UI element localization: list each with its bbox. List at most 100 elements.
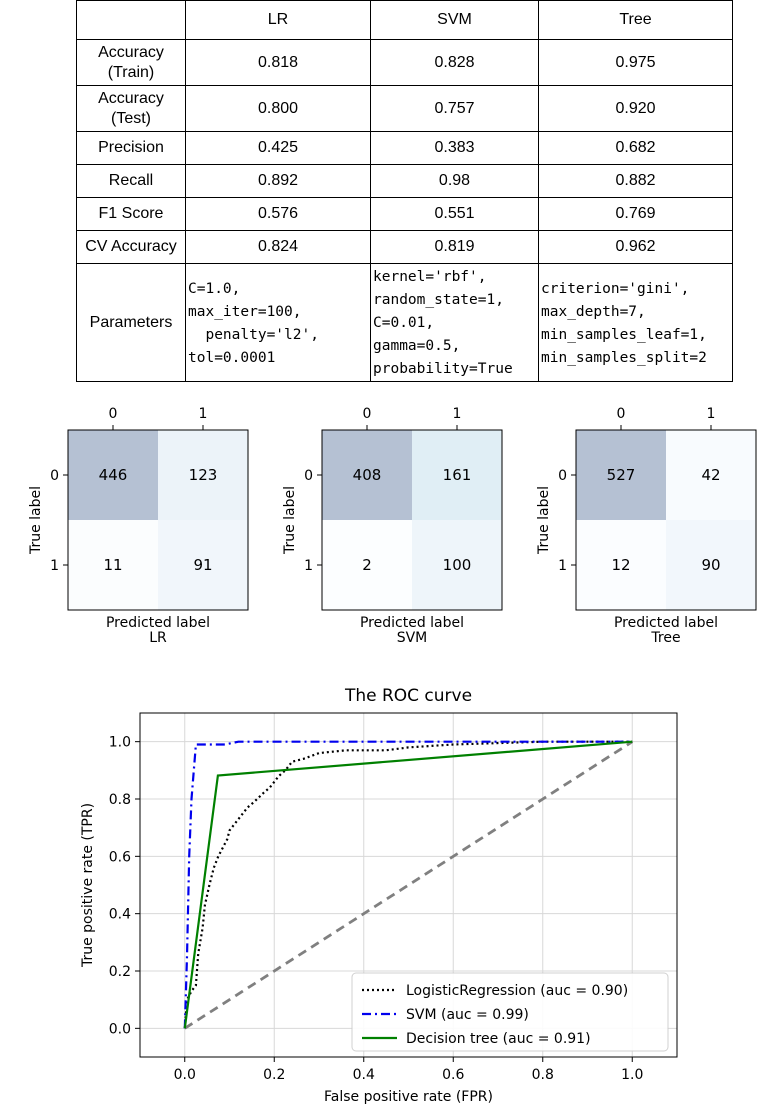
row-label: Precision: [76, 131, 186, 165]
legend-label: SVM (auc = 0.99): [406, 1007, 529, 1023]
matrix-cell: [68, 520, 158, 610]
cell-value-label: 90: [701, 556, 720, 574]
cell-value-label: 91: [193, 556, 212, 574]
roc-series-line: [183, 740, 633, 1029]
table-cell: 0.383: [370, 131, 539, 165]
column-header-tree: Tree: [538, 0, 733, 40]
table-cell: 0.98: [370, 164, 539, 198]
x-tick-label: 0.8: [532, 1067, 554, 1083]
y-tick-label: 1: [304, 558, 313, 574]
cell-value-label: 408: [353, 466, 382, 484]
roc-series-line: [183, 740, 633, 1029]
chance-reference-line: [184, 740, 634, 1030]
legend-box: [351, 972, 669, 1052]
table-cell: 0.892: [185, 164, 371, 198]
table-cell: 0.962: [538, 230, 733, 264]
row-label: Recall: [76, 164, 186, 198]
table-header-row: LR SVM Tree: [76, 0, 733, 40]
roc-series-line: [183, 740, 633, 1029]
table-cell: 0.828: [370, 39, 539, 86]
x-tick-label: 0: [363, 406, 372, 422]
y-axis-label: True label: [282, 486, 298, 555]
x-tick-label: 1: [453, 406, 462, 422]
table-row: Accuracy (Train) 0.818 0.828 0.975: [76, 39, 733, 86]
y-tick-label: 1: [50, 558, 59, 574]
matrix-title: SVM: [397, 630, 428, 646]
legend-label: LogisticRegression (auc = 0.90): [406, 983, 628, 999]
y-tick-label: 1: [558, 558, 567, 574]
matrix-title: Tree: [650, 630, 680, 646]
table-corner-cell: [76, 0, 186, 40]
chart-title: The ROC curve: [344, 686, 472, 706]
column-header-lr: LR: [185, 0, 371, 40]
matrix-title: LR: [149, 630, 167, 646]
cell-value-label: 11: [103, 556, 122, 574]
table-cell: 0.818: [185, 39, 371, 86]
table-cell: 0.882: [538, 164, 733, 198]
parameter-cell: kernel='rbf', random_state=1, C=0.01, ga…: [370, 263, 539, 382]
matrix-cell: [322, 430, 412, 520]
matrix-cell: [666, 430, 756, 520]
matrix-frame: [67, 429, 249, 611]
x-tick-label: 0: [617, 406, 626, 422]
cell-value-label: 123: [189, 466, 218, 484]
table-row: Accuracy (Test) 0.800 0.757 0.920: [76, 85, 733, 132]
cell-value-label: 42: [701, 466, 720, 484]
y-axis-label: True label: [536, 486, 552, 555]
table-cell: 0.975: [538, 39, 733, 86]
matrix-cell: [576, 430, 666, 520]
table-cell: 0.920: [538, 85, 733, 132]
row-label: F1 Score: [76, 197, 186, 231]
matrix-cell: [412, 430, 502, 520]
row-label: Accuracy (Train): [76, 39, 186, 86]
x-axis-label: False positive rate (FPR): [324, 1089, 493, 1105]
matrix-cell: [158, 430, 248, 520]
table-cell: 0.757: [370, 85, 539, 132]
table-cell: 0.551: [370, 197, 539, 231]
cell-value-label: 12: [611, 556, 630, 574]
table-cell: 0.800: [185, 85, 371, 132]
table-cell: 0.576: [185, 197, 371, 231]
x-axis-label: Predicted label: [360, 615, 464, 631]
y-axis-label: True positive rate (TPR): [80, 803, 96, 968]
table-row: CV Accuracy 0.824 0.819 0.962: [76, 230, 733, 264]
matrix-cell: [666, 520, 756, 610]
cell-value-label: 446: [99, 466, 128, 484]
x-tick-label: 0.0: [174, 1067, 196, 1083]
y-tick-label: 0.0: [109, 1021, 131, 1037]
parameter-cell: criterion='gini', max_depth=7, min_sampl…: [538, 263, 733, 382]
matrix-frame: [575, 429, 757, 611]
table-cell: 0.819: [370, 230, 539, 264]
y-axis-label: True label: [28, 486, 44, 555]
y-tick-label: 0.2: [109, 964, 131, 980]
x-axis-label: Predicted label: [106, 615, 210, 631]
row-label: Accuracy (Test): [76, 85, 186, 132]
x-tick-label: 0: [109, 406, 118, 422]
table-cell: 0.769: [538, 197, 733, 231]
table-cell: 0.682: [538, 131, 733, 165]
plot-frame: [139, 712, 678, 1058]
matrix-cell: [412, 520, 502, 610]
metrics-table: LR SVM Tree Accuracy (Train) 0.818 0.828 0.9…: [76, 0, 733, 382]
table-cell: 0.425: [185, 131, 371, 165]
matrix-cell: [158, 520, 248, 610]
y-tick-label: 0: [558, 468, 567, 484]
matrix-cell: [576, 520, 666, 610]
x-tick-label: 0.6: [442, 1067, 464, 1083]
y-tick-label: 0: [304, 468, 313, 484]
matrix-cell: [68, 430, 158, 520]
cell-value-label: 527: [607, 466, 636, 484]
legend-label: Decision tree (auc = 0.91): [406, 1031, 591, 1047]
y-tick-label: 1.0: [109, 735, 131, 751]
table-cell: 0.824: [185, 230, 371, 264]
cell-value-label: 100: [443, 556, 472, 574]
row-label: CV Accuracy: [76, 230, 186, 264]
y-tick-label: 0.4: [109, 907, 131, 923]
table-row: Recall 0.892 0.98 0.882: [76, 164, 733, 198]
x-tick-label: 0.2: [263, 1067, 285, 1083]
x-tick-label: 1: [199, 406, 208, 422]
matrix-frame: [321, 429, 503, 611]
